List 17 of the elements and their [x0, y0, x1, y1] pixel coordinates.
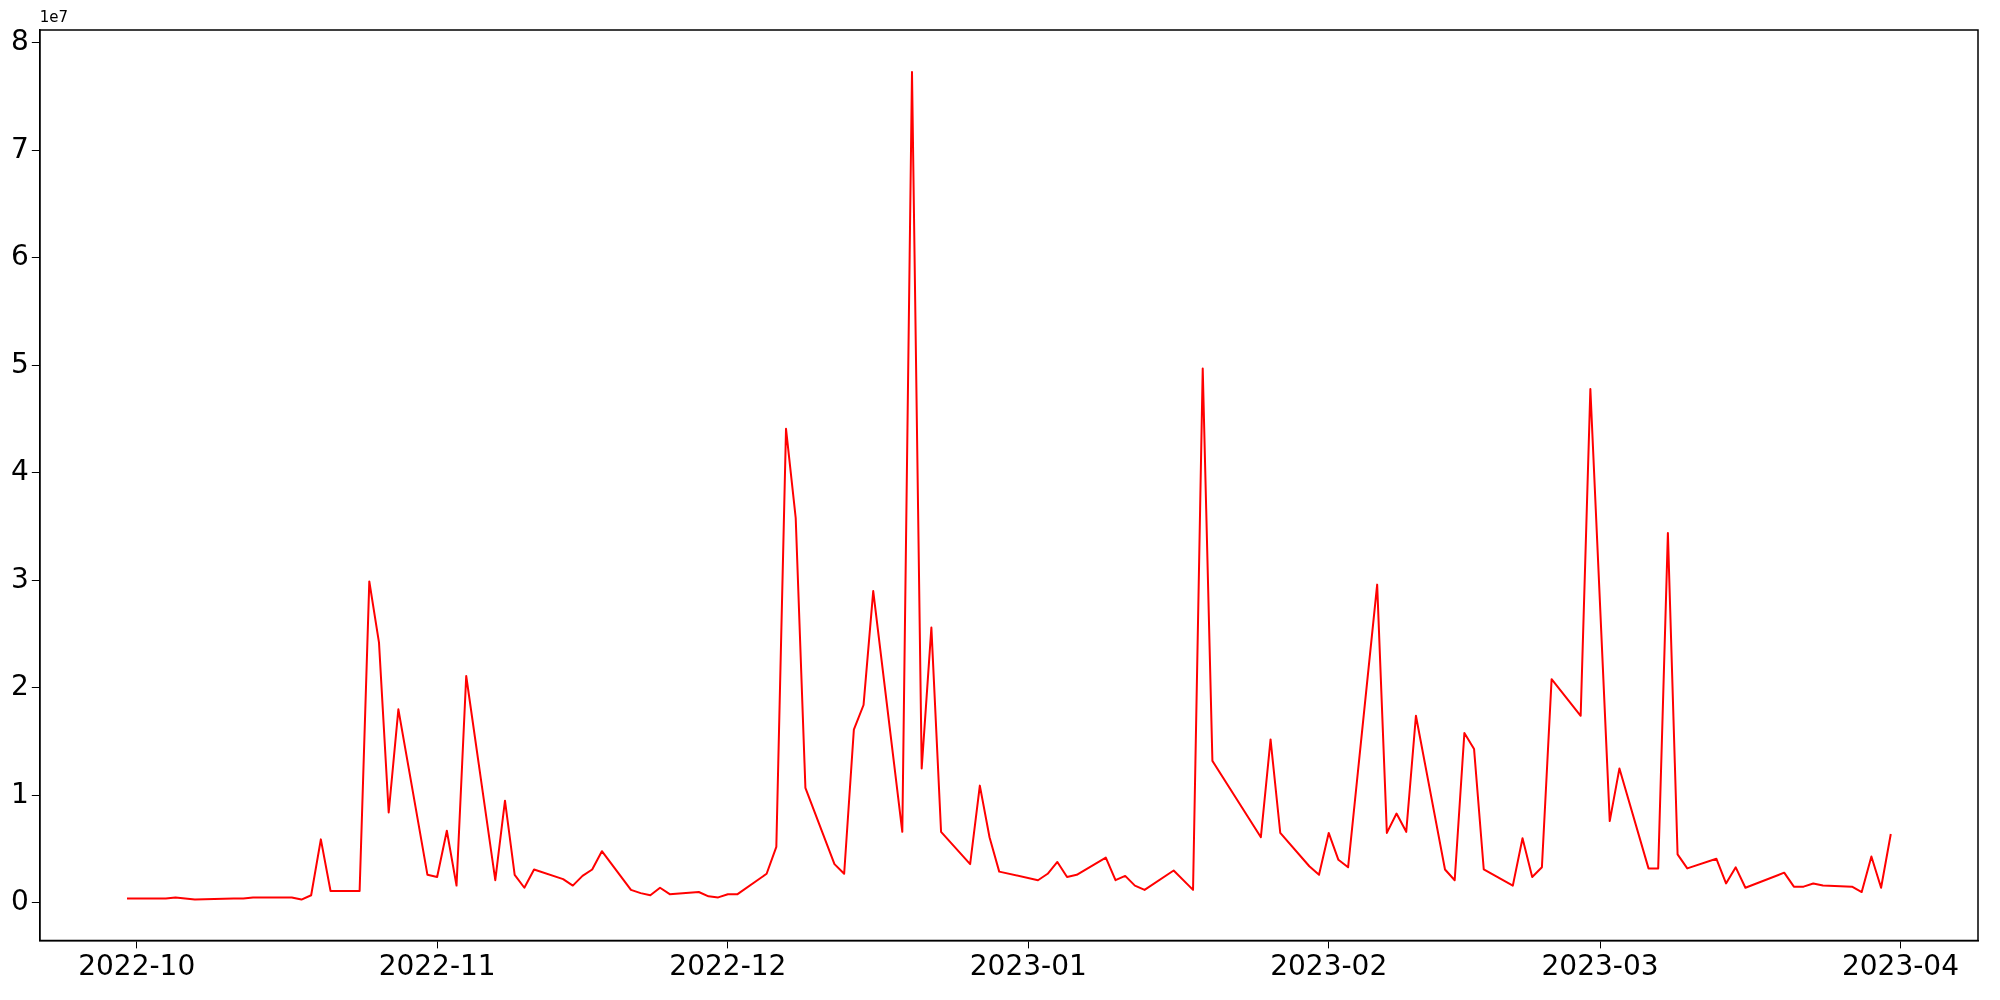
- x-tick-label: 2023-01: [969, 949, 1087, 983]
- y-tick-label: 3: [10, 561, 29, 595]
- x-tick-label: 2023-02: [1270, 949, 1388, 983]
- x-tick-label: 2023-03: [1541, 949, 1659, 983]
- y-tick-label: 8: [10, 24, 29, 58]
- y-tick-label: 5: [10, 346, 29, 380]
- y-tick-label: 0: [10, 884, 29, 918]
- x-tick-label: 2023-04: [1841, 949, 1959, 983]
- x-tick-label: 2022-12: [669, 949, 787, 983]
- y-tick-label: 7: [10, 131, 29, 165]
- y-tick-label: 1: [10, 776, 29, 810]
- y-tick-label: 4: [10, 454, 29, 488]
- x-tick-label: 2022-10: [78, 949, 196, 983]
- x-tick-label: 2022-11: [378, 949, 496, 983]
- y-tick-label: 2: [10, 669, 29, 703]
- text: 1e7: [39, 8, 69, 27]
- y-tick-label: 6: [10, 239, 29, 273]
